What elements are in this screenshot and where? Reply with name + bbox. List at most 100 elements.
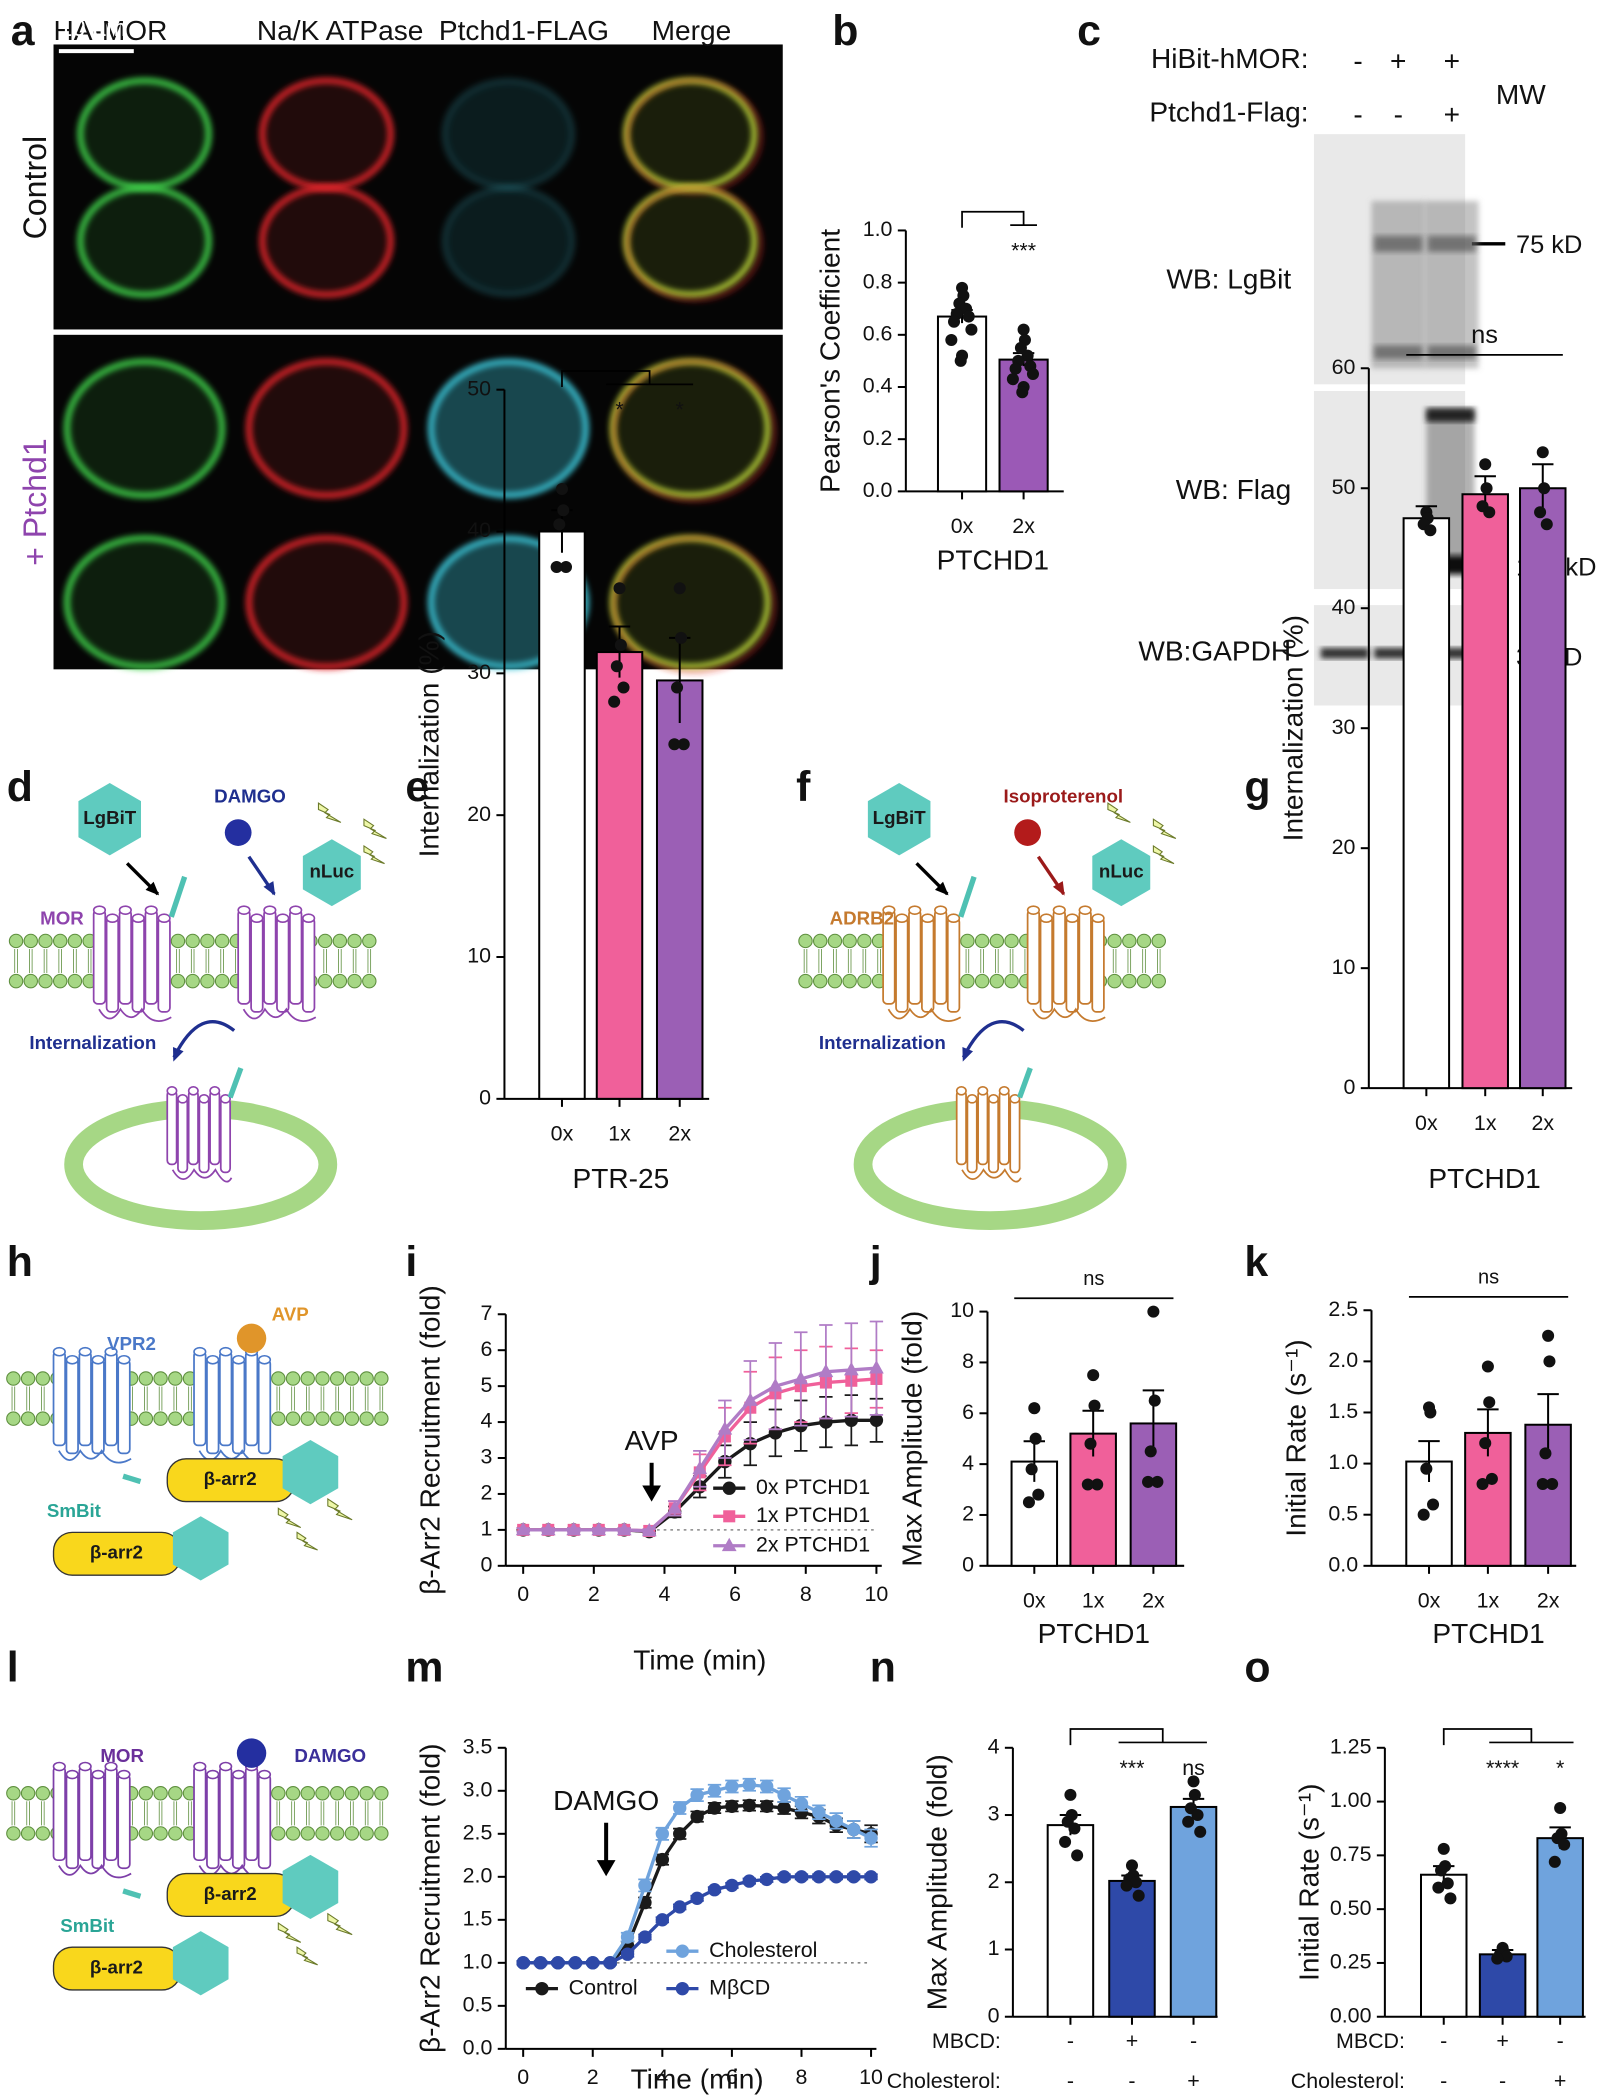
sig-label: ***	[1119, 1756, 1144, 1780]
data-point	[829, 1870, 843, 1884]
data-point	[1546, 1478, 1559, 1491]
lane-mark: -	[1353, 99, 1362, 130]
data-point	[603, 1956, 617, 1970]
y-tick-label: 10	[1332, 955, 1356, 979]
helix-top	[209, 1085, 221, 1096]
lipid	[1107, 933, 1122, 949]
helix	[104, 1765, 118, 1862]
arrowhead	[145, 881, 160, 896]
helix	[908, 909, 922, 1005]
helix-top	[946, 913, 961, 924]
y-tick-label: 20	[467, 802, 491, 826]
lipid	[344, 1786, 360, 1801]
cell	[245, 534, 408, 670]
annotation: DAMGO	[553, 1785, 659, 1816]
channel-label: HA-MOR	[54, 15, 168, 46]
helix	[987, 1097, 1000, 1174]
light-bolt	[327, 1497, 353, 1521]
data-point	[638, 1930, 652, 1944]
lipid	[138, 1826, 154, 1841]
lipid	[8, 973, 24, 989]
band	[1427, 647, 1476, 659]
helix	[263, 909, 277, 1005]
y-tick-label: 8	[962, 1349, 974, 1373]
y-tick-label: 1	[480, 1517, 492, 1541]
data-point	[1479, 458, 1492, 471]
x-tick-label: 6	[726, 2065, 738, 2089]
y-tick-label: 0.8	[863, 269, 893, 293]
y-tick-label: 6	[962, 1400, 974, 1424]
y-tick-label: 0	[480, 1552, 492, 1576]
bar	[936, 315, 988, 493]
data-point	[1432, 1881, 1445, 1894]
y-tick-label: 2.5	[463, 1820, 493, 1844]
data-point	[1026, 367, 1039, 380]
x-axis-label: PTCHD1	[1432, 1618, 1544, 1649]
data-point	[1144, 1445, 1157, 1458]
bar	[1046, 1824, 1095, 2018]
lipid	[300, 1411, 315, 1426]
data-point	[1188, 1788, 1201, 1801]
data-point	[1534, 506, 1547, 519]
data-point	[620, 1930, 635, 1944]
data-point	[675, 1981, 690, 1996]
lipid	[138, 1411, 154, 1426]
data-point	[1491, 1952, 1504, 1965]
panel-letter: g	[1244, 763, 1270, 811]
data-point	[641, 1522, 657, 1537]
condition-mark: -	[1557, 2029, 1564, 2053]
data-point	[673, 1827, 687, 1841]
data-point	[777, 1870, 791, 1884]
condition-mark: -	[1440, 2029, 1447, 2053]
helix	[250, 917, 264, 1013]
lipid	[315, 1371, 330, 1386]
lipid	[315, 1411, 330, 1426]
helix	[206, 1358, 220, 1455]
loop	[242, 1007, 317, 1022]
helix	[966, 1097, 978, 1174]
helix	[118, 909, 132, 1005]
helix	[91, 1773, 105, 1870]
sig-label: *	[615, 398, 623, 422]
lipid	[974, 973, 990, 989]
x-axis-label: PTCHD1	[1038, 1618, 1150, 1649]
data-point	[1014, 341, 1027, 354]
panel-letter: d	[7, 763, 33, 811]
condition-label: Cholesterol:	[1291, 2069, 1405, 2093]
y-tick-label: 20	[1332, 835, 1356, 859]
condition-mark: -	[1440, 2069, 1447, 2093]
panel-letter: j	[869, 1238, 882, 1286]
data-point	[614, 638, 627, 651]
tag	[1017, 1067, 1033, 1099]
lipid	[842, 933, 857, 949]
data-point	[1540, 518, 1553, 531]
hexagon	[282, 1854, 339, 1920]
lipid	[344, 1411, 360, 1426]
y-tick-label: 1.25	[1330, 1734, 1372, 1758]
light-bolt	[363, 844, 385, 865]
helix	[193, 1765, 207, 1862]
light-bolt	[1152, 818, 1177, 839]
y-tick-label: 1.5	[463, 1906, 493, 1930]
y-axis-label: Initial Rate (s⁻¹)	[1294, 1784, 1325, 1981]
lipid	[1151, 933, 1166, 949]
lane-mark: -	[1394, 99, 1403, 130]
panel-letter: o	[1244, 1643, 1270, 1691]
lipid	[989, 933, 1005, 949]
arrow	[961, 1020, 1025, 1059]
panel-letter: l	[7, 1643, 19, 1691]
helix-top	[977, 1085, 989, 1096]
data-point	[675, 1944, 690, 1958]
data-point	[1424, 1406, 1437, 1419]
helix	[206, 1773, 220, 1870]
lipid	[1136, 973, 1152, 989]
lipid	[67, 933, 83, 949]
data-point	[675, 631, 688, 644]
y-axis-label: Internalization (%)	[413, 631, 444, 857]
cell	[245, 358, 408, 499]
lipid	[332, 933, 348, 949]
lipid	[329, 1371, 345, 1386]
y-axis-label: Pearson's Coefficient	[815, 229, 846, 493]
data-point	[1479, 1437, 1492, 1450]
lipid	[200, 973, 215, 989]
